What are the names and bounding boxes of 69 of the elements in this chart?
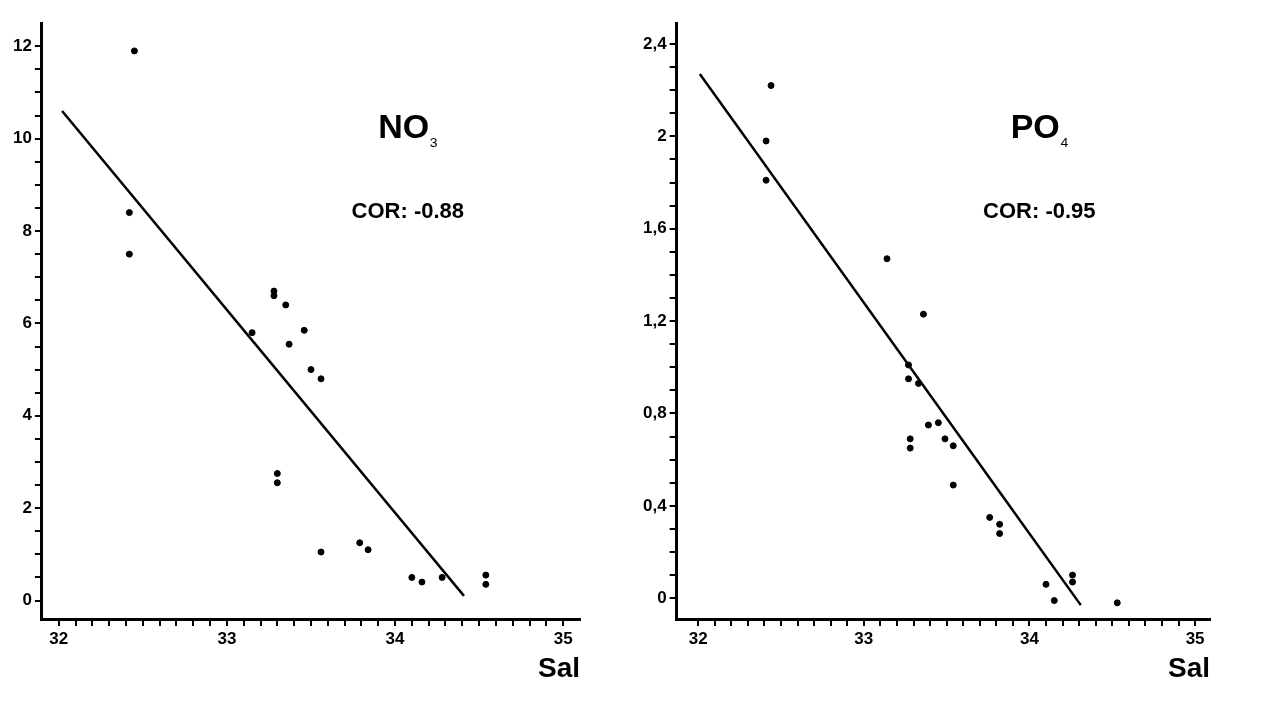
y-tick-label: 10 [12, 128, 32, 148]
point [906, 444, 914, 452]
point [1069, 578, 1077, 586]
point [1113, 599, 1121, 607]
x-tick-label: 34 [385, 628, 406, 648]
point [364, 546, 372, 554]
point [482, 571, 490, 579]
x-tick-label: 35 [1185, 628, 1205, 648]
x-tick-label: 32 [49, 628, 69, 648]
y-tick-label: 2 [22, 497, 32, 517]
point [914, 379, 922, 387]
point [1050, 597, 1058, 605]
point [317, 548, 325, 556]
point [767, 82, 775, 90]
y-tick-label: 1,2 [642, 310, 667, 330]
point [300, 326, 308, 334]
point [273, 470, 281, 478]
point [125, 250, 133, 258]
x-tick-label: 33 [217, 628, 237, 648]
point [317, 375, 325, 383]
point [941, 435, 949, 443]
point [1042, 580, 1050, 588]
point [282, 301, 290, 309]
point [418, 578, 426, 586]
point [307, 366, 315, 374]
point [949, 481, 957, 489]
point [996, 530, 1004, 538]
point [438, 573, 446, 581]
x-tick-label: 34 [1019, 628, 1040, 648]
x-tick-label: 35 [553, 628, 573, 648]
point [905, 361, 913, 369]
point [270, 292, 278, 300]
point [356, 539, 364, 547]
point [996, 520, 1004, 528]
point [762, 137, 770, 145]
point [408, 573, 416, 581]
x-axis-title: Sal [1167, 651, 1210, 683]
point [883, 255, 891, 263]
point [986, 513, 994, 521]
y-tick-label: 0,8 [642, 403, 667, 423]
point [482, 580, 490, 588]
point [934, 419, 942, 427]
point [905, 375, 913, 383]
point [924, 421, 932, 429]
y-tick-label: 1,6 [642, 218, 667, 238]
point [125, 209, 133, 217]
y-tick-label: 4 [22, 405, 33, 425]
point [762, 176, 770, 184]
point [906, 435, 914, 443]
y-tick-label: 12 [12, 35, 32, 55]
point [949, 442, 957, 450]
y-tick-label: 0 [657, 587, 667, 607]
annotation: COR: -0.88 [351, 198, 465, 224]
y-tick-label: 0 [22, 590, 32, 610]
y-tick-label: 0,4 [642, 495, 668, 515]
point [273, 479, 281, 487]
x-axis-title: Sal [537, 651, 580, 683]
x-tick-label: 32 [688, 628, 708, 648]
annotation: COR: -0.95 [983, 198, 1096, 224]
x-tick-label: 33 [854, 628, 874, 648]
y-tick-label: 6 [22, 313, 32, 333]
y-tick-label: 2,4 [642, 33, 668, 53]
point [1069, 571, 1077, 579]
y-tick-label: 2 [657, 126, 667, 146]
point [919, 310, 927, 318]
point [248, 329, 256, 337]
y-tick-label: 8 [22, 220, 32, 240]
point [130, 47, 138, 55]
point [285, 340, 293, 348]
